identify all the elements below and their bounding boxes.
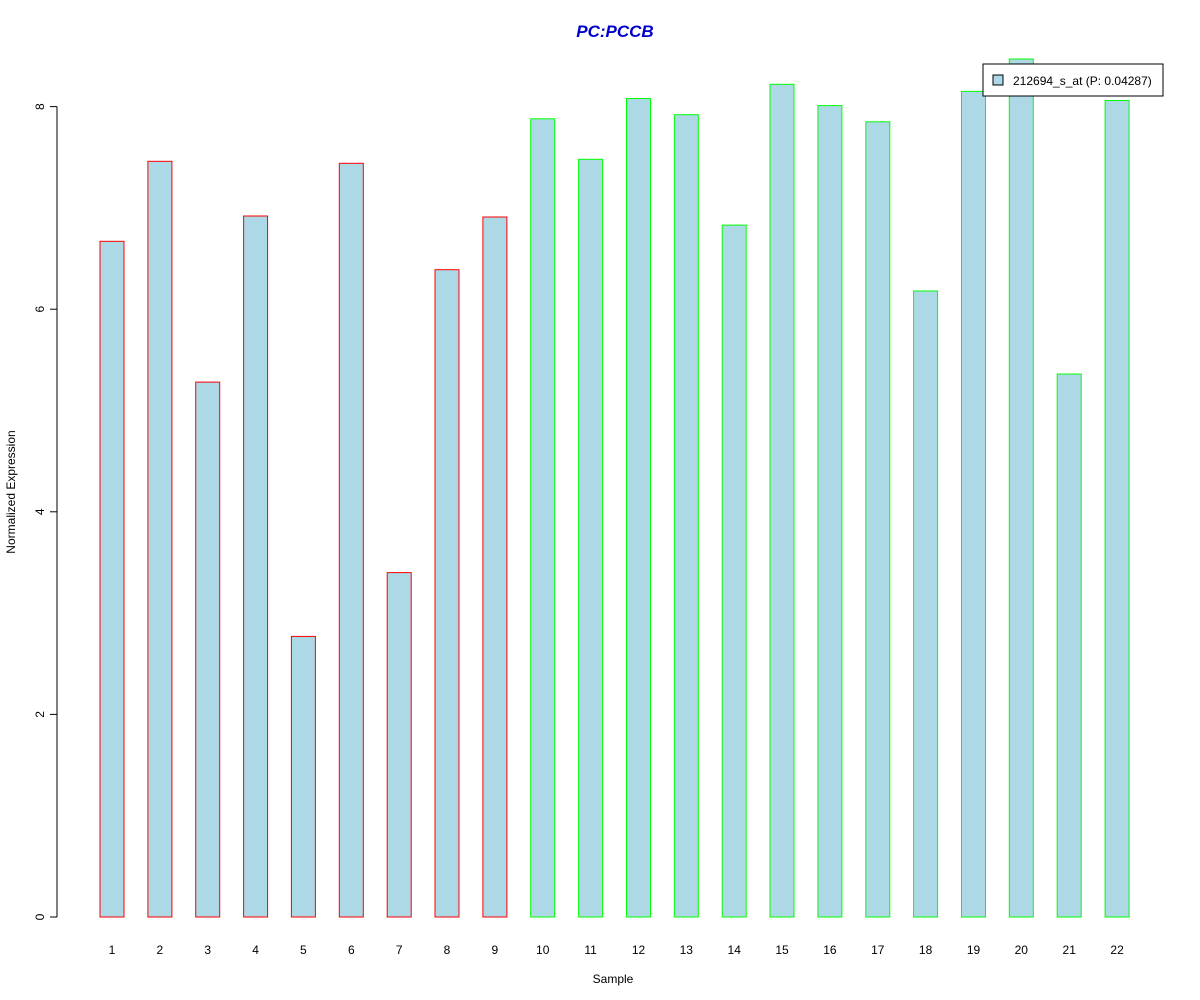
bar-sample-4 <box>243 215 269 918</box>
legend-entry-label: 212694_s_at (P: 0.04287) <box>1013 74 1152 88</box>
bars-group <box>99 58 1130 918</box>
bar-sample-20 <box>1008 58 1034 918</box>
x-tick-label: 20 <box>1015 943 1029 957</box>
y-axis: 0 2 4 6 8 <box>33 103 58 920</box>
x-tick-label: 22 <box>1110 943 1124 957</box>
bar-sample-5 <box>290 635 316 918</box>
y-axis-label: Normalized Expression <box>4 430 18 553</box>
y-tick-label: 8 <box>33 103 47 110</box>
x-tick-label: 10 <box>536 943 550 957</box>
x-tick-label: 21 <box>1063 943 1077 957</box>
bar-sample-9 <box>482 216 508 918</box>
bar-sample-22 <box>1104 100 1130 918</box>
bar-sample-17 <box>865 121 891 918</box>
x-tick-label: 14 <box>728 943 742 957</box>
x-tick-label: 5 <box>300 943 307 957</box>
x-tick-label: 7 <box>396 943 403 957</box>
bar-sample-7 <box>386 572 412 918</box>
x-tick-label: 1 <box>109 943 116 957</box>
bar-sample-6 <box>338 162 364 918</box>
x-tick-label: 17 <box>871 943 885 957</box>
bar-sample-13 <box>673 114 699 918</box>
chart-title: PC:PCCB <box>576 22 653 41</box>
x-tick-label: 2 <box>157 943 164 957</box>
x-tick-label: 12 <box>632 943 646 957</box>
y-tick-label: 0 <box>33 913 47 920</box>
y-tick-label: 6 <box>33 306 47 313</box>
x-tick-label: 4 <box>252 943 259 957</box>
x-tick-label: 15 <box>775 943 789 957</box>
x-tick-label: 11 <box>584 943 597 957</box>
x-tick-labels: 1 2 3 4 5 6 7 8 9 10 11 12 13 14 15 16 17 18 19 20 21 22 <box>109 943 1124 957</box>
legend-box <box>982 63 1164 97</box>
bar-sample-18 <box>913 290 939 918</box>
x-axis-label: Sample <box>593 972 634 986</box>
x-tick-label: 9 <box>492 943 499 957</box>
y-tick-label: 4 <box>33 508 47 515</box>
bar-sample-10 <box>530 118 556 918</box>
bar-sample-21 <box>1056 373 1082 918</box>
legend: 212694_s_at (P: 0.04287) <box>982 63 1164 97</box>
x-tick-label: 19 <box>967 943 981 957</box>
bar-sample-3 <box>195 381 221 918</box>
bar-sample-14 <box>721 224 747 918</box>
x-tick-label: 3 <box>204 943 211 957</box>
legend-swatch <box>992 74 1004 86</box>
bar-sample-1 <box>99 240 125 918</box>
x-tick-label: 6 <box>348 943 355 957</box>
bar-sample-8 <box>434 269 460 918</box>
bar-sample-12 <box>626 98 651 918</box>
bar-sample-11 <box>578 158 604 918</box>
x-tick-label: 8 <box>444 943 451 957</box>
y-tick-label: 2 <box>33 711 47 718</box>
x-tick-label: 13 <box>680 943 694 957</box>
x-tick-label: 16 <box>823 943 837 957</box>
bar-sample-16 <box>817 105 843 918</box>
bar-sample-19 <box>961 90 986 918</box>
x-tick-label: 18 <box>919 943 933 957</box>
bar-sample-15 <box>769 83 795 918</box>
bar-sample-2 <box>147 160 173 918</box>
